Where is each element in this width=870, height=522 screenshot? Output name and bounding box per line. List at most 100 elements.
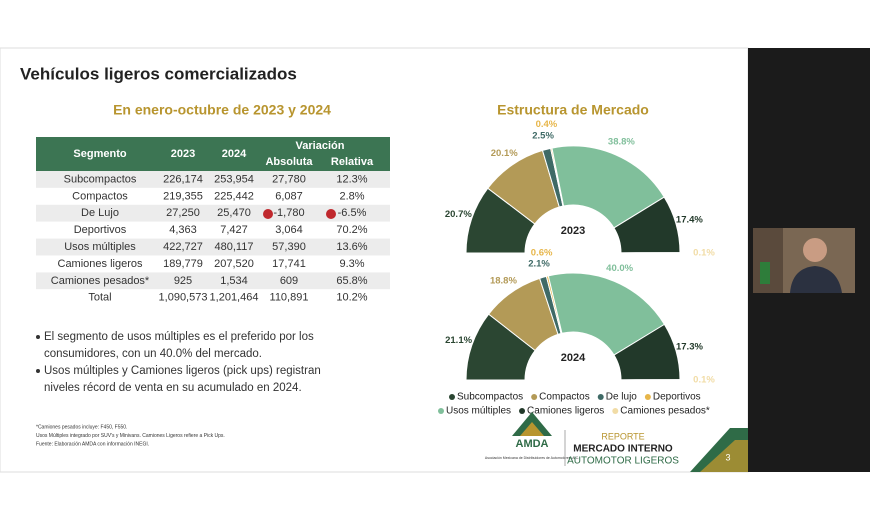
table-cell: Subcompactos — [64, 173, 137, 185]
table-row — [36, 221, 390, 239]
table-cell: 27,780 — [272, 173, 306, 185]
bullet-text: Usos múltiples y Camiones ligeros (pick … — [44, 365, 321, 377]
legend-swatch — [449, 394, 455, 400]
table-cell: 189,779 — [163, 258, 203, 270]
table-cell: 225,442 — [214, 190, 254, 202]
page-number: 3 — [725, 452, 730, 462]
table-row — [36, 272, 390, 290]
corner-decor — [700, 440, 748, 472]
donut-slice — [547, 272, 666, 356]
table-cell: Camiones pesados* — [51, 275, 150, 287]
report-label: AUTOMOTOR LIGEROS — [567, 456, 679, 467]
footnote: Usos Múltiples integrado por SUV's y Min… — [36, 433, 225, 439]
table-cell: 609 — [280, 275, 298, 287]
slice-label: 40.0% — [606, 263, 633, 274]
slice-label: 20.7% — [445, 209, 472, 220]
bullet-text: El segmento de usos múltiples es el pref… — [44, 331, 314, 343]
table-row — [36, 187, 390, 205]
logo-caption: Asociación Mexicana de Distribuidores de… — [485, 456, 579, 460]
table-header-cell: Variación — [296, 140, 345, 152]
table-cell: 65.8% — [336, 275, 367, 287]
donut-year: 2024 — [561, 352, 586, 364]
table-cell: Camiones ligeros — [58, 258, 143, 270]
table-cell: Compactos — [72, 190, 128, 202]
legend-label: Deportivos — [653, 392, 701, 403]
table-cell: 2.8% — [339, 190, 364, 202]
table-row — [36, 255, 390, 273]
table-cell: 12.3% — [336, 173, 367, 185]
slice-label: 2.1% — [528, 258, 550, 269]
legend-label: Camiones ligeros — [527, 406, 604, 417]
table-header-cell: 2024 — [222, 148, 247, 160]
slice-label: 18.8% — [490, 276, 517, 287]
table-cell: 7,427 — [220, 224, 248, 236]
table-cell: 480,117 — [215, 241, 254, 253]
slice-label: 2.5% — [532, 130, 554, 141]
slice-label: 21.1% — [445, 335, 472, 346]
table-row — [36, 289, 390, 307]
footnote: Fuente: Elaboración AMDA con información… — [36, 441, 149, 447]
table-header-cell: Segmento — [73, 148, 126, 160]
table-header — [36, 137, 390, 171]
legend-swatch — [597, 394, 604, 400]
table-cell: De Lujo — [81, 207, 119, 219]
slice-label: 0.1% — [693, 247, 715, 258]
legend-swatch — [519, 408, 526, 414]
table-cell: 226,174 — [163, 173, 203, 185]
table-cell: 1,534 — [220, 275, 248, 287]
slice-label: 17.3% — [676, 342, 703, 353]
table-cell: 1,090,573 — [159, 292, 208, 304]
slice-label: 38.8% — [608, 137, 635, 148]
legend-label: Camiones pesados* — [620, 406, 710, 417]
table-cell: 27,250 — [166, 207, 200, 219]
table-cell: 422,727 — [163, 241, 203, 253]
legend-swatch — [531, 394, 538, 400]
bullet-dot — [36, 335, 40, 339]
legend-label: Subcompactos — [457, 392, 523, 403]
legend-swatch — [644, 394, 651, 400]
table-cell: 57,390 — [272, 241, 306, 253]
table-header-cell: 2023 — [171, 148, 195, 160]
slide-title: Vehículos ligeros comercializados — [20, 64, 297, 83]
table-cell: Total — [88, 292, 111, 304]
table-cell: 10.2% — [336, 292, 367, 304]
table-cell: 219,355 — [163, 190, 203, 202]
table-header-cell: Relativa — [331, 156, 374, 168]
report-label: REPORTE — [601, 431, 644, 441]
negative-marker — [326, 209, 336, 219]
table-cell: 3,064 — [275, 224, 303, 236]
table-cell: 925 — [174, 275, 192, 287]
bullet-text: niveles récord de venta en su acumulado … — [44, 382, 302, 394]
slice-label: 0.6% — [531, 247, 553, 258]
table-cell: Deportivos — [74, 224, 127, 236]
table-cell: -6.5% — [338, 207, 367, 219]
table-cell: 9.3% — [339, 258, 364, 270]
chart-title: Estructura de Mercado — [497, 102, 649, 118]
table-cell: 4,363 — [169, 224, 197, 236]
table-row — [36, 171, 390, 188]
table-cell: 1,201,464 — [210, 292, 259, 304]
slice-label: 17.4% — [676, 214, 703, 225]
table-cell: Usos múltiples — [64, 241, 136, 253]
slice-label: 0.4% — [536, 119, 558, 130]
legend-label: Usos múltiples — [446, 406, 511, 417]
table-cell: 6,087 — [275, 190, 303, 202]
table-cell: -1,780 — [273, 207, 304, 219]
slice-label: 0.1% — [693, 374, 715, 385]
table-header-cell: Absoluta — [265, 156, 313, 168]
table-cell: 253,954 — [214, 173, 254, 185]
legend-swatch — [438, 408, 444, 414]
table-cell: 13.6% — [336, 241, 367, 253]
table-cell: 70.2% — [336, 224, 367, 236]
footnote: *Camiones pesados incluye: F450, F550. — [36, 424, 127, 430]
logo: AMDA Asociación Mexicana de Distribuidor… — [485, 412, 579, 460]
donut-slice — [551, 145, 665, 229]
slice-label: 20.1% — [491, 148, 518, 159]
table-cell: 17,741 — [272, 258, 306, 270]
bullet-text: consumidores, con un 40.0% del mercado. — [44, 348, 262, 360]
legend-swatch — [612, 408, 619, 414]
legend-label: De lujo — [606, 392, 638, 403]
table-cell: 110,891 — [270, 292, 309, 304]
legend-label: Compactos — [539, 392, 590, 403]
